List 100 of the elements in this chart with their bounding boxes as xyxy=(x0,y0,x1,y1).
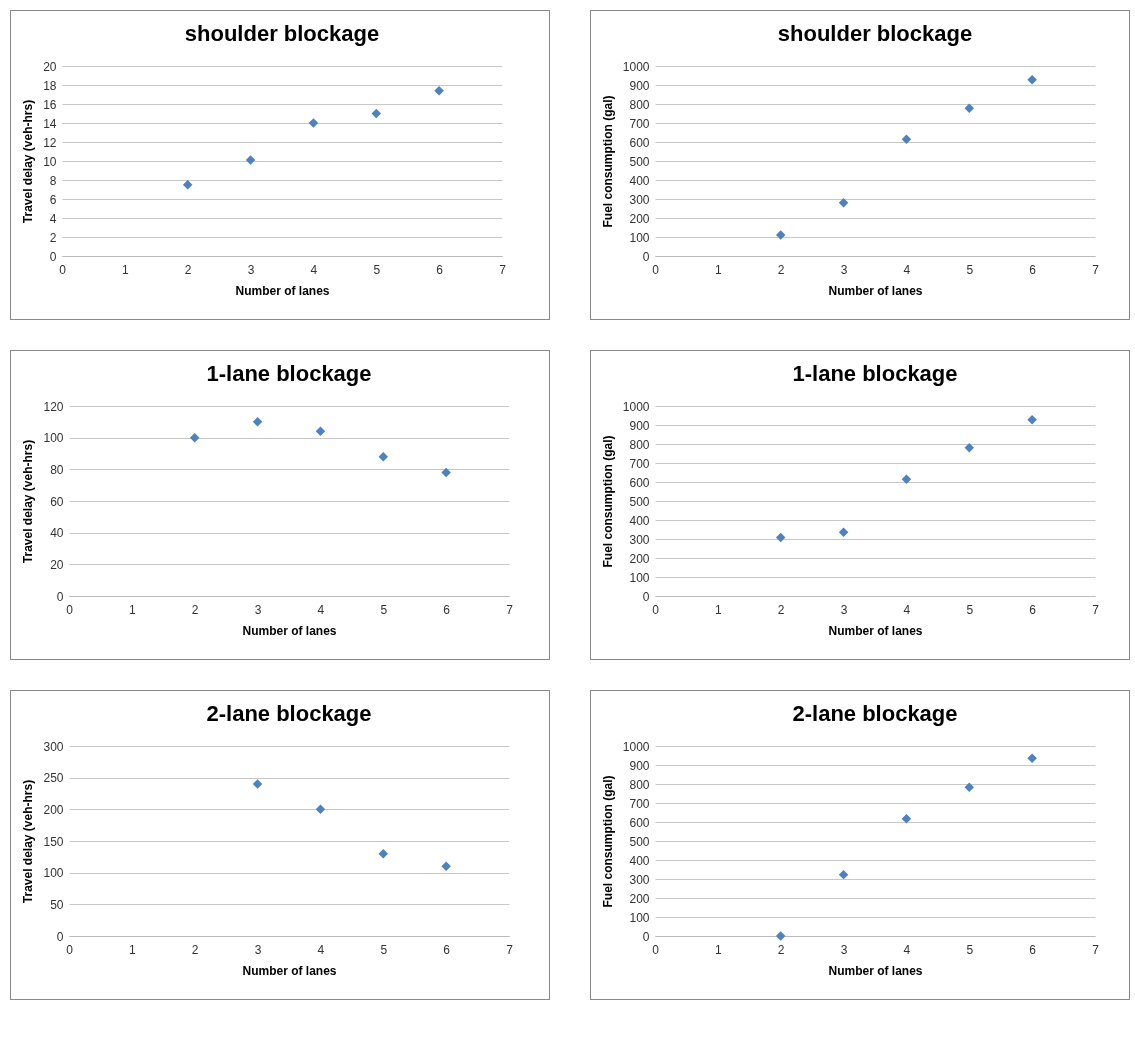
y-tick-label: 14 xyxy=(43,116,57,131)
y-axis-title: Travel delay (veh-hrs) xyxy=(21,439,36,564)
y-tick-label: 400 xyxy=(629,853,650,868)
point xyxy=(964,103,975,113)
y-tick-label: 200 xyxy=(43,802,64,817)
point xyxy=(378,451,389,462)
y-tick-label: 60 xyxy=(50,494,64,509)
y-tick-label: 100 xyxy=(43,431,64,446)
x-tick-label: 0 xyxy=(652,262,660,277)
x-tick-label: 6 xyxy=(443,602,451,617)
x-axis-title: Number of lanes xyxy=(828,623,923,638)
y-tick-label: 250 xyxy=(43,771,64,786)
x-tick-label: 7 xyxy=(499,262,507,277)
y-axis-title: Fuel consumption (gal) xyxy=(600,435,615,568)
y-tick-label: 200 xyxy=(629,891,650,906)
y-tick-label: 100 xyxy=(43,866,64,881)
x-tick-label: 6 xyxy=(436,262,444,277)
point xyxy=(901,814,912,824)
x-tick-label: 3 xyxy=(247,262,255,277)
point xyxy=(378,848,389,859)
x-tick-label: 3 xyxy=(254,942,262,957)
point xyxy=(964,782,975,792)
point xyxy=(252,779,263,789)
y-tick-label: 500 xyxy=(629,154,650,169)
x-axis-title: Number of lanes xyxy=(242,963,337,978)
x-tick-label: 4 xyxy=(310,262,318,277)
x-tick-label: 5 xyxy=(966,602,974,617)
y-tick-label: 700 xyxy=(629,796,650,811)
y-tick-label: 100 xyxy=(629,910,650,925)
y-tick-label: 300 xyxy=(43,739,64,754)
x-tick-label: 1 xyxy=(122,262,130,277)
point xyxy=(901,474,912,484)
y-axis-title: Travel delay (veh-hrs) xyxy=(21,779,36,904)
y-tick-label: 200 xyxy=(629,551,650,566)
x-tick-label: 1 xyxy=(129,942,137,957)
y-tick-label: 80 xyxy=(50,462,64,477)
point xyxy=(308,118,319,128)
x-tick-label: 6 xyxy=(1029,602,1037,617)
y-tick-label: 20 xyxy=(50,557,64,572)
x-axis-title: Number of lanes xyxy=(828,963,923,978)
point xyxy=(775,532,786,543)
y-tick-label: 10 xyxy=(43,154,57,169)
point xyxy=(315,804,326,815)
chart-title: 1-lane blockage xyxy=(792,361,958,386)
x-tick-label: 0 xyxy=(652,602,660,617)
point xyxy=(1027,414,1037,425)
point xyxy=(189,432,200,443)
x-tick-label: 5 xyxy=(380,942,388,957)
y-tick-label: 0 xyxy=(642,589,650,604)
point xyxy=(245,155,256,165)
x-tick-label: 2 xyxy=(777,942,785,957)
x-tick-label: 1 xyxy=(715,262,723,277)
x-tick-label: 5 xyxy=(373,262,381,277)
y-tick-label: 120 xyxy=(43,399,64,414)
y-tick-label: 600 xyxy=(629,475,650,490)
y-tick-label: 0 xyxy=(56,929,64,944)
y-tick-label: 100 xyxy=(629,230,650,245)
y-tick-label: 400 xyxy=(629,513,650,528)
x-tick-label: 3 xyxy=(840,942,848,957)
y-tick-label: 300 xyxy=(629,192,650,207)
x-tick-label: 0 xyxy=(66,942,74,957)
x-tick-label: 7 xyxy=(506,942,514,957)
y-tick-label: 18 xyxy=(43,78,57,93)
x-tick-label: 7 xyxy=(506,602,514,617)
x-tick-label: 2 xyxy=(191,942,199,957)
x-tick-label: 7 xyxy=(1092,262,1100,277)
y-axis-title: Fuel consumption (gal) xyxy=(600,95,615,228)
point xyxy=(964,443,975,453)
x-tick-label: 3 xyxy=(840,602,848,617)
x-tick-label: 1 xyxy=(129,602,137,617)
y-tick-label: 50 xyxy=(50,897,64,912)
x-tick-label: 0 xyxy=(66,602,74,617)
x-tick-label: 4 xyxy=(317,602,325,617)
x-tick-label: 2 xyxy=(777,262,785,277)
point xyxy=(182,180,193,190)
chart-title: 2-lane blockage xyxy=(792,701,958,726)
y-tick-label: 600 xyxy=(629,135,650,150)
chart-title: 2-lane blockage xyxy=(206,701,372,726)
y-tick-label: 500 xyxy=(629,494,650,509)
y-tick-label: 0 xyxy=(642,249,650,264)
x-tick-label: 7 xyxy=(1092,602,1100,617)
x-tick-label: 6 xyxy=(443,942,451,957)
y-tick-label: 900 xyxy=(629,758,650,773)
point xyxy=(775,931,786,941)
point xyxy=(371,108,382,119)
chart-title: shoulder blockage xyxy=(184,21,380,46)
point xyxy=(441,467,451,478)
point xyxy=(434,85,444,96)
x-tick-label: 2 xyxy=(191,602,199,617)
y-tick-label: 0 xyxy=(56,589,64,604)
point xyxy=(315,426,326,437)
y-tick-label: 16 xyxy=(43,97,57,112)
y-tick-label: 4 xyxy=(49,211,57,226)
y-tick-label: 150 xyxy=(43,834,64,849)
y-tick-label: 900 xyxy=(629,78,650,93)
x-tick-label: 4 xyxy=(903,262,911,277)
chart-title: 1-lane blockage xyxy=(206,361,372,386)
y-tick-label: 40 xyxy=(50,526,64,541)
point xyxy=(252,417,263,427)
y-tick-label: 12 xyxy=(43,135,57,150)
